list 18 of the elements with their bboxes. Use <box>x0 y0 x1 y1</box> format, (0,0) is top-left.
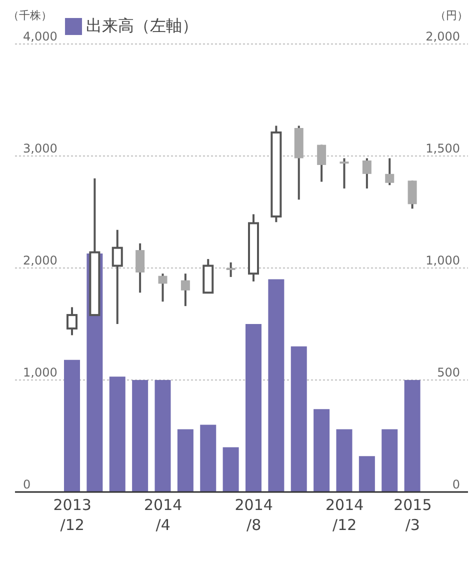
y2-tick-label: 1,500 <box>426 141 460 156</box>
x-tick-label: 2014/8 <box>234 496 273 534</box>
x-tick-label: 2014/4 <box>144 496 182 534</box>
y-tick-label: 0 <box>23 477 31 492</box>
y2-tick-label: 500 <box>437 365 460 380</box>
y2-tick-label: 0 <box>452 477 460 492</box>
y-axis-title: （千株） <box>8 8 52 23</box>
legend-label: 出来高（左軸） <box>86 16 198 37</box>
y-tick-label: 3,000 <box>23 141 58 156</box>
x-tick-label: 2015/3 <box>394 496 432 534</box>
x-tick-label: 2014/12 <box>326 496 364 534</box>
y-tick-label: 2,000 <box>23 253 58 268</box>
y2-tick-label: 2,000 <box>426 29 460 44</box>
y-tick-label: 4,000 <box>23 29 58 44</box>
y2-tick-label: 1,000 <box>426 253 460 268</box>
x-tick-label: 2013/12 <box>53 496 92 534</box>
y-tick-label: 1,000 <box>23 365 58 380</box>
y2-axis-title: （円） <box>435 8 468 23</box>
